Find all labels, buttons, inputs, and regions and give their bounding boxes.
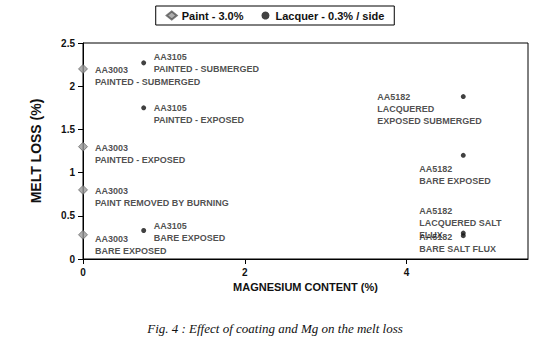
- svg-text:AA3105: AA3105: [154, 221, 187, 231]
- svg-text:1.5: 1.5: [61, 124, 75, 135]
- svg-text:2: 2: [69, 81, 75, 92]
- svg-text:0: 0: [69, 254, 75, 265]
- svg-text:AA3003: AA3003: [95, 234, 128, 244]
- svg-text:MAGNESIUM CONTENT (%): MAGNESIUM CONTENT (%): [233, 281, 378, 293]
- svg-text:PAINTED - SUBMERGED: PAINTED - SUBMERGED: [154, 64, 260, 74]
- svg-text:EXPOSED SUBMERGED: EXPOSED SUBMERGED: [377, 116, 482, 126]
- svg-text:0.5: 0.5: [61, 210, 75, 221]
- svg-text:AA3003: AA3003: [95, 65, 128, 75]
- svg-text:PAINTED - SUBMERGED: PAINTED - SUBMERGED: [95, 77, 201, 87]
- svg-text:AA5182: AA5182: [419, 232, 452, 242]
- svg-text:AA5182: AA5182: [377, 92, 410, 102]
- svg-text:4: 4: [404, 267, 410, 278]
- svg-text:PAINTED - EXPOSED: PAINTED - EXPOSED: [154, 115, 245, 125]
- svg-text:AA3003: AA3003: [95, 143, 128, 153]
- svg-text:BARE SALT FLUX: BARE SALT FLUX: [419, 244, 496, 254]
- svg-text:MELT LOSS (%): MELT LOSS (%): [28, 99, 44, 204]
- svg-text:AA5182: AA5182: [419, 164, 452, 174]
- svg-text:PAINTED - EXPOSED: PAINTED - EXPOSED: [95, 155, 186, 165]
- svg-text:AA5182: AA5182: [419, 206, 452, 216]
- svg-text:2.5: 2.5: [61, 38, 75, 49]
- svg-text:1: 1: [69, 167, 75, 178]
- svg-text:LACQUERED: LACQUERED: [377, 104, 435, 114]
- svg-text:BARE EXPOSED: BARE EXPOSED: [419, 176, 491, 186]
- svg-text:Paint - 3.0%: Paint - 3.0%: [182, 10, 244, 22]
- svg-text:Lacquer - 0.3% / side: Lacquer - 0.3% / side: [275, 10, 384, 22]
- svg-text:LACQUERED SALT: LACQUERED SALT: [419, 218, 502, 228]
- svg-text:0: 0: [80, 267, 86, 278]
- svg-text:PAINT REMOVED BY BURNING: PAINT REMOVED BY BURNING: [95, 198, 229, 208]
- svg-text:2: 2: [242, 267, 248, 278]
- svg-text:AA3105: AA3105: [154, 103, 187, 113]
- svg-text:Fig. 4 : Effect of coating and: Fig. 4 : Effect of coating and Mg on the…: [146, 321, 403, 336]
- svg-text:BARE EXPOSED: BARE EXPOSED: [95, 246, 167, 256]
- svg-text:AA3105: AA3105: [154, 52, 187, 62]
- svg-text:AA3003: AA3003: [95, 186, 128, 196]
- svg-text:BARE EXPOSED: BARE EXPOSED: [154, 233, 226, 243]
